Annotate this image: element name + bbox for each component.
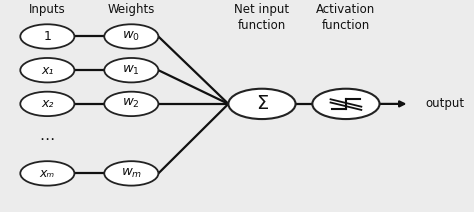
Circle shape	[104, 58, 158, 82]
Text: xₘ: xₘ	[40, 167, 55, 180]
Circle shape	[312, 89, 380, 119]
Text: x₁: x₁	[41, 64, 54, 77]
Text: x₂: x₂	[41, 97, 54, 110]
Text: Σ: Σ	[256, 94, 268, 113]
Text: $w_m$: $w_m$	[121, 167, 142, 180]
Text: $w_1$: $w_1$	[122, 64, 140, 77]
Text: Inputs: Inputs	[29, 3, 66, 16]
Text: Activation
function: Activation function	[316, 3, 375, 32]
Circle shape	[20, 92, 74, 116]
Circle shape	[104, 24, 158, 49]
Text: ⋯: ⋯	[40, 132, 55, 147]
Circle shape	[104, 161, 158, 186]
Text: Weights: Weights	[108, 3, 155, 16]
Circle shape	[20, 161, 74, 186]
Circle shape	[104, 92, 158, 116]
Text: 1: 1	[44, 30, 51, 43]
Circle shape	[228, 89, 296, 119]
Text: Net input
function: Net input function	[235, 3, 290, 32]
Circle shape	[20, 58, 74, 82]
Circle shape	[20, 24, 74, 49]
Text: $w_2$: $w_2$	[122, 97, 140, 110]
Text: $w_0$: $w_0$	[122, 30, 140, 43]
Text: output: output	[425, 97, 465, 110]
